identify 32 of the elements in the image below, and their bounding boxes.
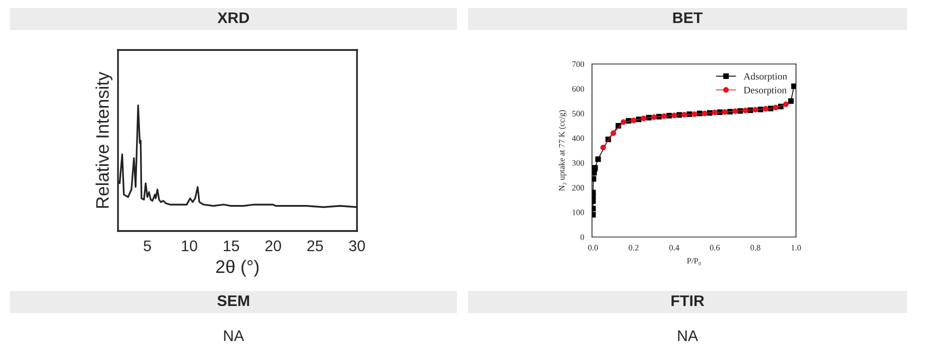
chart-title: XRD [218, 12, 249, 23]
text: NA [224, 330, 244, 341]
y-axis-title: Relative Intensity [96, 72, 112, 208]
x-tick-label: 20 [265, 240, 282, 252]
y-tick-label: 500 [572, 110, 584, 116]
x-tick-label: 30 [349, 240, 365, 252]
x-tick-label: 25 [307, 240, 323, 252]
x-axis-title: P/P₀ [686, 258, 701, 266]
x-axis-title: 2θ (°) [216, 260, 259, 277]
y-tick-label: 700 [572, 61, 584, 67]
legend-label: Adsorption [744, 72, 788, 82]
x-tick-label: 5 [144, 240, 151, 252]
y-tick-label: 200 [572, 184, 584, 191]
y-tick-label: 600 [572, 86, 584, 92]
x-tick-label: 0.2 [628, 244, 638, 251]
text: NA [678, 330, 698, 341]
x-tick-label: 0.8 [750, 244, 760, 251]
y-tick-label: 300 [572, 160, 584, 166]
x-tick-label: 0.4 [669, 244, 680, 251]
text: SEM [217, 295, 250, 306]
text: FTIR [672, 295, 704, 306]
y-axis-title: N₂ uptake at 77 K (cc/g) [558, 110, 566, 191]
x-tick-label: 1.0 [792, 244, 801, 251]
chart-title: BET [673, 12, 703, 23]
y-tick-label: 400 [572, 135, 584, 142]
x-tick-label: 15 [224, 240, 240, 252]
x-tick-label: 0.0 [588, 244, 598, 251]
y-tick-label: 100 [572, 210, 584, 216]
y-tick-label: 0 [580, 234, 584, 240]
x-tick-label: 0.6 [710, 244, 720, 251]
legend-label: Desorption [744, 86, 787, 96]
x-tick-label: 10 [182, 240, 198, 252]
